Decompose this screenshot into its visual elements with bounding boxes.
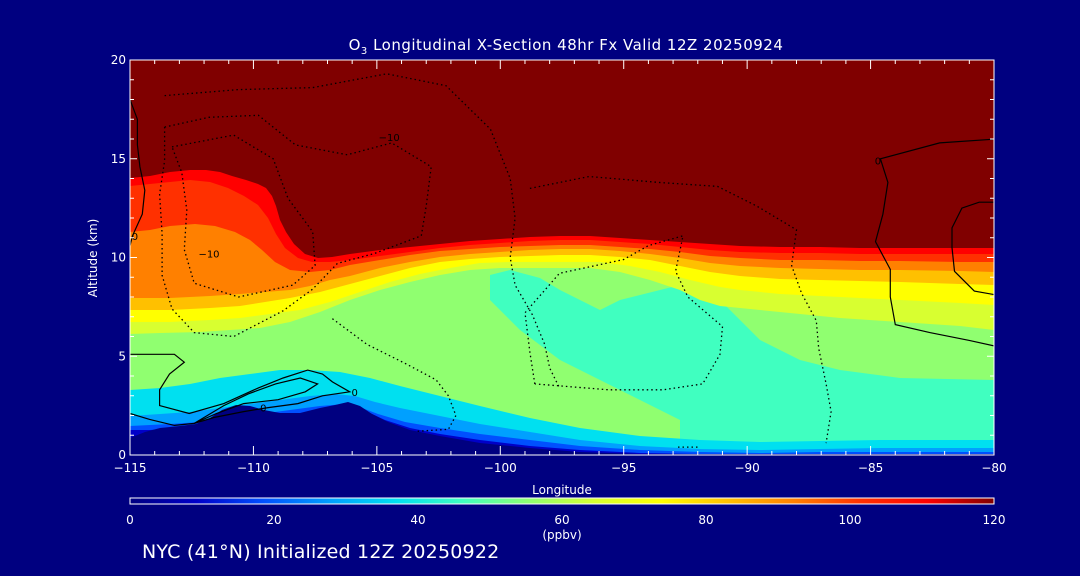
contour-solid bbox=[193, 377, 319, 424]
colorbar-tick-label: 60 bbox=[554, 513, 569, 527]
x-tick-label: −110 bbox=[237, 461, 270, 475]
y-tick-label: 0 bbox=[118, 448, 126, 462]
colorbar-tick-label: 100 bbox=[839, 513, 862, 527]
contour-label: 0 bbox=[875, 157, 881, 168]
y-tick-label: 10 bbox=[111, 251, 126, 265]
y-tick-label: 5 bbox=[118, 349, 126, 363]
contour-solid bbox=[130, 99, 146, 246]
x-tick-label: −85 bbox=[858, 461, 883, 475]
field-band-darkred bbox=[130, 60, 994, 258]
x-axis: −115 −110 −105 −100 −95 −90 −85 −80 bbox=[114, 60, 1007, 475]
contour-solid bbox=[130, 353, 352, 427]
colorbar-label: (ppbv) bbox=[542, 528, 581, 542]
title-rest: Longitudinal X-Section 48hr Fx Valid 12Z… bbox=[368, 36, 784, 54]
contour-label: 0 bbox=[260, 404, 266, 415]
x-tick-label: −90 bbox=[734, 461, 759, 475]
contour-labels: −10 −10 0 0 0 0 bbox=[132, 133, 881, 415]
title-species: O bbox=[349, 36, 361, 54]
contour-dotted bbox=[164, 73, 561, 389]
wind-contours bbox=[130, 73, 994, 448]
colorbar-tick-label: 80 bbox=[698, 513, 713, 527]
colorbar-tick-label: 120 bbox=[983, 513, 1006, 527]
contour-dotted bbox=[529, 175, 832, 444]
x-axis-label: Longitude bbox=[532, 483, 592, 497]
title-subscript: 3 bbox=[361, 46, 368, 57]
contour-label: −10 bbox=[379, 133, 400, 144]
terrain-mask bbox=[130, 402, 994, 455]
y-axis: 0 5 10 15 20 bbox=[111, 53, 994, 462]
contour-solid bbox=[951, 201, 994, 296]
contour-label: −10 bbox=[198, 250, 219, 261]
x-tick-label: −95 bbox=[611, 461, 636, 475]
colorbar-tick-label: 20 bbox=[266, 513, 281, 527]
contour-dotted bbox=[171, 134, 316, 298]
colorbar-ticks: 0 20 40 60 80 100 120 bbox=[126, 513, 1005, 527]
contour-label: 0 bbox=[132, 232, 138, 243]
contour-label: 0 bbox=[351, 388, 357, 399]
y-tick-label: 15 bbox=[111, 152, 126, 166]
x-tick-label: −105 bbox=[360, 461, 393, 475]
colorbar-tick-label: 0 bbox=[126, 513, 134, 527]
colorbar bbox=[129, 497, 995, 505]
x-tick-label: −80 bbox=[981, 461, 1006, 475]
y-axis-label: Altitude (km) bbox=[86, 219, 100, 298]
x-tick-label: −100 bbox=[484, 461, 517, 475]
x-tick-label: −115 bbox=[114, 461, 147, 475]
chart-title: O3 Longitudinal X-Section 48hr Fx Valid … bbox=[349, 36, 784, 57]
contour-dotted bbox=[332, 318, 457, 432]
colorbar-tick-label: 40 bbox=[410, 513, 425, 527]
y-tick-label: 20 bbox=[111, 53, 126, 67]
field-band-cyan-right bbox=[490, 270, 994, 455]
ozone-field bbox=[130, 60, 994, 455]
footer-location-init: NYC (41°N) Initialized 12Z 20250922 bbox=[142, 541, 500, 563]
contour-solid bbox=[874, 138, 994, 347]
